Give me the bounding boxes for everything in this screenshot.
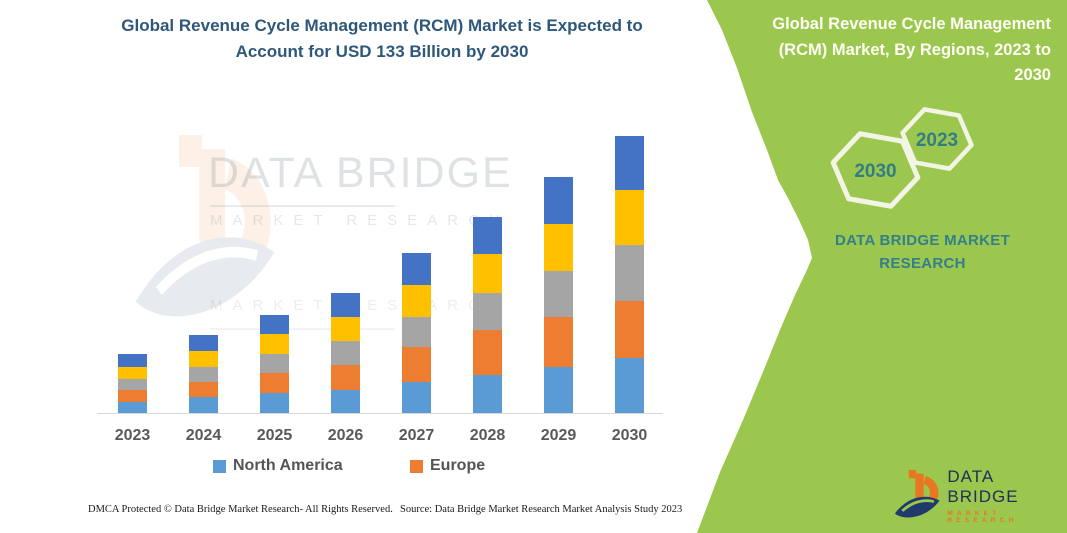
bar-segment xyxy=(189,397,218,413)
bar-segment xyxy=(189,351,218,368)
bar-column-2029 xyxy=(544,177,573,413)
legend-marker-europe xyxy=(410,459,423,473)
bar-segment xyxy=(189,382,218,398)
x-tick-label: 2024 xyxy=(185,427,222,444)
x-tick-label: 2029 xyxy=(540,427,577,444)
logo-name-text: DATA BRIDGE xyxy=(947,466,1019,506)
bar-segment xyxy=(544,224,573,272)
bar-segment xyxy=(402,285,431,317)
bar-segment xyxy=(615,245,644,302)
bar-segment xyxy=(118,389,147,402)
legend-label-north-america: North America xyxy=(233,457,343,474)
x-tick-label: 2023 xyxy=(114,427,151,444)
bar-segment xyxy=(118,379,147,390)
x-tick-label: 2030 xyxy=(611,427,648,444)
bar-segment xyxy=(189,367,218,383)
bar-column-2028 xyxy=(473,217,502,413)
panel-title: Global Revenue Cycle Management (RCM) Ma… xyxy=(772,15,1051,85)
legend-item-north-america: North America xyxy=(213,457,343,475)
logo-sub-text: MARKET RESEARCH xyxy=(947,509,1018,524)
bar-segment xyxy=(615,301,644,359)
bar-segment xyxy=(402,381,431,413)
bar-segment xyxy=(118,366,147,380)
x-tick-label: 2026 xyxy=(327,427,364,444)
year-hexagons: 2030 2023 xyxy=(830,107,974,209)
bar-segment xyxy=(260,334,289,354)
bar-column-2026 xyxy=(331,293,360,413)
footer-dmca-text: DMCA Protected © Data Bridge Market Rese… xyxy=(88,504,393,515)
brand-wordmark: DATA BRIDGE MARKET RESEARCH xyxy=(834,232,1011,272)
bar-segment xyxy=(402,316,431,348)
legend-item-europe: Europe xyxy=(410,457,485,475)
x-tick-label: 2028 xyxy=(469,427,506,444)
bar-segment xyxy=(544,271,573,318)
bar-segment xyxy=(402,347,431,382)
bar-segment xyxy=(260,315,289,335)
bar-column-2027 xyxy=(402,252,431,413)
bar-segment xyxy=(260,373,289,394)
bar-segment xyxy=(544,317,573,367)
bar-segment xyxy=(544,366,573,413)
data-bridge-logo: DATA BRIDGE MARKET RESEARCH xyxy=(893,465,1063,525)
bar-column-2030 xyxy=(615,136,644,413)
bar-segment xyxy=(260,393,289,413)
bar-segment xyxy=(615,358,644,413)
bar-column-2023 xyxy=(118,353,147,413)
bar-segment xyxy=(331,364,360,390)
x-tick-label: 2025 xyxy=(256,427,293,444)
hexagon-2030-icon xyxy=(830,131,921,209)
bar-segment xyxy=(615,190,644,246)
bar-segment xyxy=(402,252,431,286)
bar-segment xyxy=(473,330,502,375)
hexagon-large-year: 2030 xyxy=(854,161,896,182)
bar-segment xyxy=(118,401,147,413)
bars-row xyxy=(118,133,644,413)
bar-segment xyxy=(473,293,502,331)
bar-segment xyxy=(331,293,360,317)
x-axis-line xyxy=(97,413,663,414)
footer-source-text: Source: Data Bridge Market Research Mark… xyxy=(400,504,683,515)
legend-label-europe: Europe xyxy=(430,457,486,474)
bar-segment xyxy=(189,335,218,352)
bar-segment xyxy=(615,136,644,191)
hexagon-small-year: 2023 xyxy=(916,130,958,151)
bar-segment xyxy=(331,341,360,365)
bar-segment xyxy=(260,353,289,374)
bar-segment xyxy=(473,253,502,294)
bar-segment xyxy=(473,217,502,254)
bar-segment xyxy=(544,177,573,225)
x-tick-label: 2027 xyxy=(398,427,435,444)
bar-column-2024 xyxy=(189,335,218,413)
bar-segment xyxy=(118,353,147,367)
legend-marker-north-america xyxy=(213,459,226,473)
chart-legend: North America Europe xyxy=(0,457,663,479)
page-title: Global Revenue Cycle Management (RCM) Ma… xyxy=(52,13,712,64)
bar-segment xyxy=(473,375,502,413)
page-title-text: Global Revenue Cycle Management (RCM) Ma… xyxy=(121,16,643,61)
data-bridge-logo-icon xyxy=(894,469,940,518)
bar-column-2025 xyxy=(260,315,289,413)
hexagon-2023-icon xyxy=(900,107,974,171)
bar-segment xyxy=(331,389,360,413)
bar-segment xyxy=(331,316,360,342)
x-axis-labels: 2023 2024 2025 2026 2027 2028 2029 2030 xyxy=(97,427,665,445)
